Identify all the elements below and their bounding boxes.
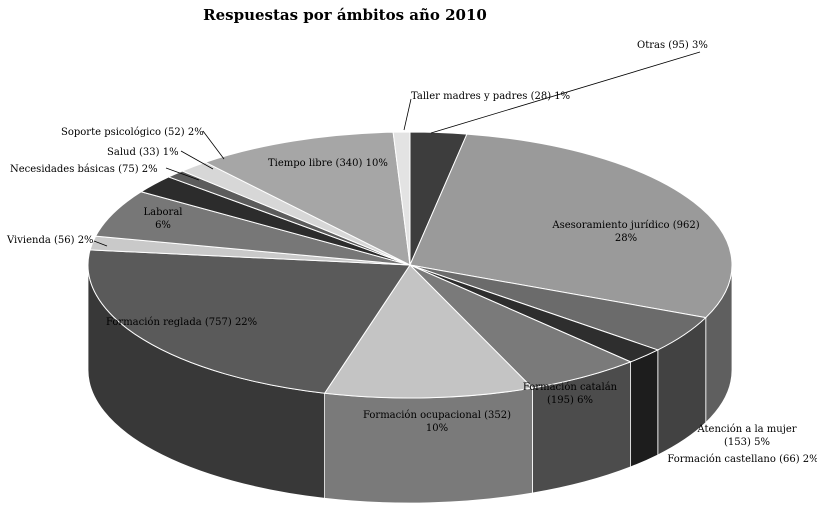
slice-label-line: 28%: [615, 233, 637, 244]
slice-label: Tiempo libre (340) 10%: [268, 158, 388, 169]
slice-label-line: Otras (95) 3%: [637, 40, 708, 51]
slice-label-line: Vivienda (56) 2%: [6, 235, 94, 246]
label-leader-line: [202, 130, 225, 160]
slice-label-line: 6%: [155, 220, 171, 231]
label-leader-line: [430, 51, 701, 134]
pie-slice: [392, 131, 411, 266]
slice-label: Atención a la mujer (153) 5%: [696, 424, 796, 448]
chart-title: Respuestas por ámbitos año 2010: [203, 6, 487, 24]
slice-label-line: Taller madres y padres (28) 1%: [411, 91, 570, 102]
slice-label: Necesidades básicas (75) 2%: [10, 164, 158, 175]
label-leader-line: [403, 98, 412, 131]
slice-label: Formación ocupacional (352) 10%: [363, 410, 511, 434]
slice-label: Otras (95) 3%: [637, 40, 708, 51]
slice-label: Asesoramiento jurídico (962) 28%: [551, 220, 699, 244]
slice-label: Laboral 6%: [144, 207, 183, 231]
pie-slice-side: [324, 387, 533, 504]
label-leader-line: [165, 167, 200, 181]
slice-label-line: Formación reglada (757) 22%: [106, 317, 257, 328]
pie-slice: [87, 249, 411, 394]
slice-label-line: Laboral: [144, 207, 183, 218]
slice-label-line: Formación ocupacional (352): [363, 410, 511, 421]
slice-label: Formación catalán (195) 6%: [523, 382, 618, 406]
pie-slice: [204, 131, 411, 266]
slice-label: Formación reglada (757) 22%: [106, 317, 257, 328]
label-leader-line: [180, 150, 214, 170]
slice-label: Formación castellano (66) 2%: [667, 454, 817, 465]
slice-label: Vivienda (56) 2%: [6, 235, 94, 246]
slice-label-line: Atención a la mujer: [696, 424, 796, 435]
pie-slice: [323, 264, 534, 399]
slice-label-line: Salud (33) 1%: [107, 147, 179, 158]
slice-label-line: Necesidades básicas (75) 2%: [10, 164, 158, 175]
slice-label-line: Tiempo libre (340) 10%: [268, 158, 388, 169]
pie-slice-side: [630, 349, 659, 468]
slice-label-line: Formación castellano (66) 2%: [667, 454, 817, 465]
slice-label-line: Formación catalán: [523, 382, 618, 393]
slice-label-line: (153) 5%: [724, 437, 770, 448]
label-leader-line: [93, 240, 108, 247]
slice-label-line: Asesoramiento jurídico (962): [551, 220, 699, 231]
slice-label: Salud (33) 1%: [107, 147, 179, 158]
pie-slice: [409, 133, 733, 319]
slice-label-line: (195) 6%: [547, 395, 593, 406]
slice-label: Soporte psicológico (52) 2%: [61, 127, 204, 138]
slice-label: Taller madres y padres (28) 1%: [411, 91, 570, 102]
slice-label-line: 10%: [426, 423, 448, 434]
slice-label-line: Soporte psicológico (52) 2%: [61, 127, 204, 138]
